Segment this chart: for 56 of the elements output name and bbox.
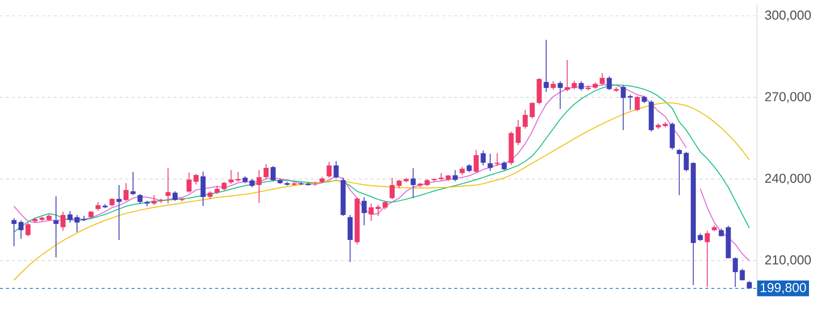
y-tick-label: 270,000 bbox=[765, 92, 811, 103]
candlestick bbox=[544, 39, 549, 92]
candlestick bbox=[516, 120, 521, 146]
candlestick bbox=[256, 170, 262, 204]
candlestick bbox=[11, 218, 17, 247]
candlestick bbox=[60, 211, 66, 232]
candlestick bbox=[68, 210, 73, 224]
candlestick bbox=[376, 204, 381, 216]
candlestick bbox=[676, 148, 682, 196]
candlestick bbox=[578, 80, 584, 92]
candlestick bbox=[634, 96, 640, 112]
candlestick bbox=[172, 190, 178, 202]
candlestick bbox=[194, 174, 199, 185]
y-tick-label: 300,000 bbox=[765, 10, 811, 22]
candlestick bbox=[348, 214, 353, 262]
candlestick bbox=[186, 172, 192, 194]
candlestick bbox=[152, 194, 157, 206]
candlestick bbox=[334, 160, 339, 179]
candlestick bbox=[326, 161, 332, 178]
candlestick bbox=[130, 172, 136, 196]
y-tick-label: 210,000 bbox=[765, 255, 811, 266]
candlestick bbox=[25, 222, 31, 237]
candlestick bbox=[452, 170, 458, 182]
candlestick bbox=[228, 170, 234, 184]
candlestick bbox=[732, 256, 738, 288]
candlestick bbox=[362, 196, 367, 226]
candlestick bbox=[138, 194, 143, 205]
candlestick bbox=[488, 153, 493, 172]
candlestick bbox=[474, 150, 479, 174]
y-tick-label: 240,000 bbox=[765, 174, 811, 184]
candlestick bbox=[236, 172, 241, 182]
candlestick bbox=[124, 182, 129, 202]
candlestick bbox=[600, 72, 605, 86]
candlestick bbox=[522, 110, 528, 130]
candlestick bbox=[606, 76, 612, 91]
candlestick bbox=[264, 164, 269, 180]
candlestick bbox=[18, 220, 24, 240]
candlestick bbox=[312, 181, 318, 186]
candlestick bbox=[270, 166, 276, 182]
candlestick bbox=[116, 184, 122, 240]
candlestick bbox=[536, 78, 542, 105]
candlestick bbox=[200, 171, 206, 206]
candlestick bbox=[684, 151, 689, 172]
candlestick bbox=[558, 80, 563, 110]
candlestick bbox=[54, 196, 59, 258]
candlestick bbox=[494, 152, 500, 166]
candlestick bbox=[438, 172, 444, 181]
candlestick bbox=[704, 230, 710, 288]
ref-line-label: 199,800 bbox=[760, 283, 806, 294]
candlestick bbox=[368, 203, 374, 222]
candlestick bbox=[166, 168, 171, 204]
candlestick bbox=[530, 102, 535, 119]
candlestick bbox=[390, 178, 395, 200]
candlestick bbox=[480, 150, 486, 166]
candlestick bbox=[74, 214, 80, 233]
candlestick bbox=[410, 168, 416, 199]
